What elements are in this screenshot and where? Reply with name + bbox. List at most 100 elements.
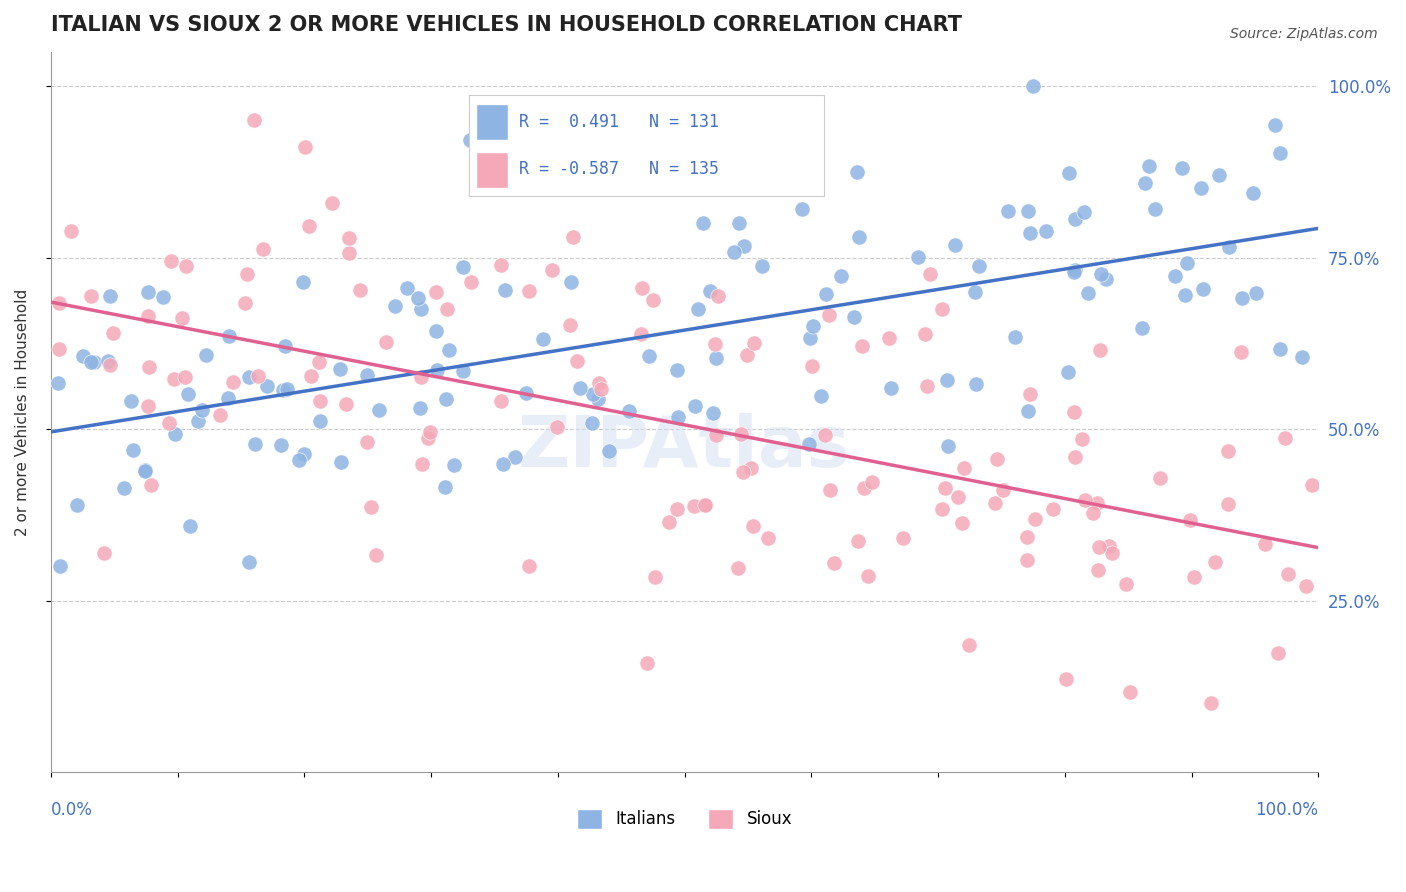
Point bbox=[395, 280, 418, 294]
Point bbox=[329, 455, 352, 469]
Point bbox=[733, 465, 755, 479]
Point bbox=[644, 570, 666, 584]
Point bbox=[997, 204, 1019, 219]
Point bbox=[742, 519, 765, 533]
Point bbox=[823, 556, 845, 570]
Point bbox=[630, 281, 652, 295]
Point bbox=[80, 289, 103, 303]
Point bbox=[699, 284, 721, 298]
Point bbox=[1018, 227, 1040, 241]
Point bbox=[1171, 161, 1194, 175]
Point bbox=[291, 276, 314, 290]
Point bbox=[1291, 351, 1313, 365]
Point bbox=[451, 363, 474, 377]
Point bbox=[546, 420, 568, 434]
Point bbox=[349, 283, 371, 297]
Point bbox=[1042, 501, 1064, 516]
Point bbox=[134, 464, 156, 478]
Point bbox=[965, 376, 987, 391]
Point bbox=[733, 239, 755, 253]
Point bbox=[561, 230, 583, 244]
Point bbox=[439, 343, 461, 358]
Point bbox=[1189, 181, 1212, 195]
Point bbox=[98, 289, 121, 303]
Point bbox=[682, 499, 704, 513]
Point bbox=[1268, 342, 1291, 356]
Point bbox=[1064, 450, 1087, 464]
Point bbox=[97, 353, 120, 368]
Point bbox=[735, 348, 758, 362]
Point bbox=[114, 481, 136, 495]
Point bbox=[309, 414, 332, 428]
Point bbox=[1087, 563, 1109, 577]
Point bbox=[1064, 212, 1087, 227]
Point bbox=[636, 656, 658, 670]
Point bbox=[799, 331, 821, 345]
Point bbox=[1070, 432, 1092, 446]
Point bbox=[492, 457, 515, 471]
Point bbox=[638, 349, 661, 363]
Point bbox=[588, 392, 610, 406]
Point bbox=[598, 444, 620, 458]
Point bbox=[582, 387, 605, 401]
Point bbox=[695, 498, 717, 512]
Point bbox=[986, 451, 1008, 466]
Point bbox=[337, 231, 360, 245]
Point bbox=[1056, 365, 1078, 379]
Point bbox=[416, 431, 439, 445]
Point bbox=[931, 502, 953, 516]
Point bbox=[515, 385, 537, 400]
Point bbox=[46, 376, 69, 390]
Point bbox=[1119, 685, 1142, 699]
Point bbox=[860, 475, 883, 489]
Point bbox=[256, 378, 278, 392]
Point bbox=[533, 332, 555, 346]
Point bbox=[243, 436, 266, 450]
Point bbox=[1137, 159, 1160, 173]
Point bbox=[419, 425, 441, 439]
Point bbox=[426, 363, 449, 377]
Point bbox=[1101, 546, 1123, 560]
Point bbox=[411, 457, 433, 471]
Point bbox=[270, 438, 292, 452]
Point bbox=[271, 383, 294, 397]
Point bbox=[1063, 265, 1085, 279]
Point bbox=[1063, 405, 1085, 419]
Point bbox=[934, 481, 956, 495]
Point bbox=[162, 372, 184, 386]
Point bbox=[218, 328, 240, 343]
Point bbox=[742, 336, 765, 351]
Point bbox=[1175, 256, 1198, 270]
Point bbox=[983, 496, 1005, 510]
Point bbox=[321, 196, 343, 211]
Point bbox=[174, 260, 197, 274]
Point bbox=[704, 427, 727, 442]
Point bbox=[879, 381, 901, 395]
Point bbox=[891, 532, 914, 546]
Point bbox=[1208, 168, 1230, 182]
Point bbox=[1004, 329, 1026, 343]
Point bbox=[1164, 268, 1187, 283]
Point bbox=[329, 362, 352, 376]
Point bbox=[194, 348, 217, 362]
Point bbox=[1149, 470, 1171, 484]
Point bbox=[1059, 166, 1081, 180]
Point bbox=[810, 389, 832, 403]
Point bbox=[433, 480, 456, 494]
Text: 0.0%: 0.0% bbox=[51, 801, 93, 819]
Point bbox=[756, 531, 779, 545]
Point bbox=[1268, 146, 1291, 161]
Point bbox=[617, 404, 640, 418]
Point bbox=[1301, 478, 1323, 492]
Point bbox=[1144, 202, 1167, 217]
Point bbox=[723, 244, 745, 259]
Point bbox=[98, 358, 121, 372]
Point bbox=[1098, 539, 1121, 553]
Point bbox=[191, 403, 214, 417]
Point bbox=[460, 276, 482, 290]
Point bbox=[842, 310, 865, 325]
Point bbox=[436, 301, 458, 316]
Point bbox=[1192, 282, 1215, 296]
Point bbox=[581, 416, 603, 430]
Point bbox=[288, 453, 311, 467]
